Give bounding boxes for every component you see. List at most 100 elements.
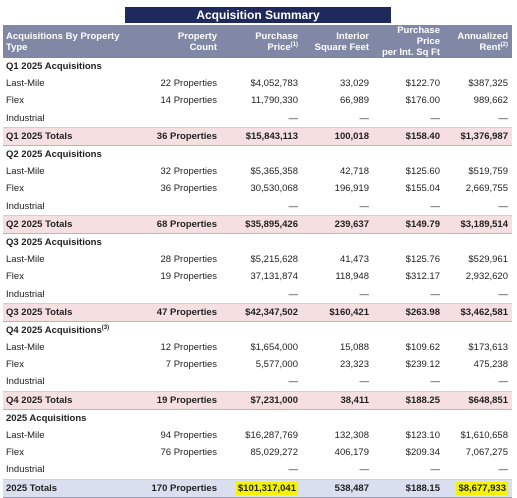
cell-count: 76 Properties (160, 447, 217, 459)
total-count: 36 Properties (139, 126, 221, 146)
cell-type: Industrial (3, 197, 139, 216)
cell-type: Flex (6, 183, 24, 195)
total-type: Q4 2025 Totals (3, 390, 139, 410)
section-header-row: Q1 2025 Acquisitions (3, 58, 512, 75)
section-header-row: 2025 Acquisitions (3, 409, 512, 427)
cell-price: 30,530,068 (250, 183, 298, 195)
total-price: $42,347,502 (221, 302, 302, 322)
table-row: Last-Mile 22 Properties $4,052,783 33,029 $1… (3, 75, 512, 92)
cell-psf: $123.10 (405, 430, 440, 442)
total-count: 68 Properties (139, 214, 221, 234)
cell-count: 94 Properties (160, 430, 217, 442)
cell-rent: $173,613 (468, 342, 508, 354)
total-rent: $1,376,987 (444, 126, 512, 146)
table-row: Industrial — — — — (3, 461, 512, 480)
cell-count: 28 Properties (160, 254, 217, 266)
total-psf: $188.25 (373, 390, 444, 410)
table-row: Industrial — — — — (3, 109, 512, 128)
table-row: Industrial — — — — (3, 285, 512, 304)
cell-type: Last-Mile (6, 254, 45, 266)
cell-count (139, 461, 221, 480)
total-type: Q3 2025 Totals (3, 302, 139, 322)
table-row: Industrial — — — — (3, 373, 512, 392)
section-header-row: Q2 2025 Acquisitions (3, 145, 512, 163)
cell-rent: — (444, 461, 512, 480)
section-title: 2025 Acquisitions (6, 412, 87, 424)
cell-sqft: 23,323 (339, 359, 369, 371)
cell-price: 11,790,330 (251, 95, 298, 107)
cell-sqft: 118,948 (335, 271, 369, 283)
total-count: 170 Properties (139, 478, 221, 498)
cell-price: 37,131,874 (250, 271, 298, 283)
table-row: Flex 19 Properties 37,131,874 118,948 $312.1… (3, 268, 512, 285)
cell-price: 85,029,272 (250, 447, 298, 459)
cell-rent: $387,325 (468, 78, 508, 90)
table-row: Flex 7 Properties 5,577,000 23,323 $239.12 47… (3, 356, 512, 373)
cell-sqft: 42,718 (339, 166, 369, 178)
header-row: Acquisitions By Property Type Property Co… (3, 25, 512, 58)
header-property-type: Acquisitions By Property Type (3, 25, 139, 58)
cell-count: 19 Properties (160, 271, 217, 283)
cell-psf: $125.60 (405, 166, 440, 178)
totals-row: Q1 2025 Totals 36 Properties $15,843,113 10… (3, 126, 512, 146)
cell-type: Last-Mile (6, 78, 45, 90)
cell-price: $5,215,628 (250, 254, 298, 266)
cell-psf: $239.12 (405, 359, 440, 371)
cell-rent: — (444, 197, 512, 216)
acquisition-summary-document: Acquisition Summary Acquisitions By Prop… (3, 7, 512, 498)
header-interior-square-feet: Interior Square Feet (302, 25, 373, 58)
total-psf: $263.98 (373, 302, 444, 322)
total-price: $101,317,041 (221, 478, 302, 498)
total-rent: $3,189,514 (444, 214, 512, 234)
grand-total-row: 2025 Totals 170 Properties $101,317,041 538… (3, 478, 512, 498)
table-row: Flex 76 Properties 85,029,272 406,179 $209.3… (3, 444, 512, 461)
cell-psf: $109.62 (405, 342, 440, 354)
table-row: Last-Mile 94 Properties $16,287,769 132,308… (3, 427, 512, 444)
cell-count: 22 Properties (160, 78, 217, 90)
cell-psf: — (373, 197, 444, 216)
table-row: Last-Mile 32 Properties $5,365,358 42,718 $1… (3, 163, 512, 180)
cell-sqft: — (302, 197, 373, 216)
cell-sqft: 41,473 (339, 254, 369, 266)
section-header-row: Q3 2025 Acquisitions (3, 233, 512, 251)
section-title: Q1 2025 Acquisitions (6, 61, 102, 73)
cell-price: — (221, 461, 302, 480)
cell-count: 12 Properties (160, 342, 217, 354)
cell-rent: $529,961 (468, 254, 508, 266)
total-sqft: 100,018 (302, 126, 373, 146)
cell-rent: 7,067,275 (465, 447, 508, 459)
cell-rent: 2,669,755 (465, 183, 508, 195)
cell-rent: $1,610,658 (460, 430, 508, 442)
total-rent: $648,851 (444, 390, 512, 410)
table-row: Flex 14 Properties 11,790,330 66,989 $176.00… (3, 92, 512, 109)
cell-price: — (221, 285, 302, 304)
acquisition-table: Acquisitions By Property Type Property Co… (3, 25, 512, 498)
cell-price: $1,654,000 (250, 342, 298, 354)
cell-type: Flex (6, 447, 24, 459)
cell-sqft: 33,029 (339, 78, 369, 90)
section-title: Q2 2025 Acquisitions (6, 149, 102, 161)
total-rent: $8,677,933 (444, 478, 512, 498)
totals-row: Q2 2025 Totals 68 Properties $35,895,426 23… (3, 214, 512, 234)
cell-sqft: 406,179 (334, 447, 369, 459)
total-sqft: $160,421 (302, 302, 373, 322)
highlighted-value: $8,677,933 (456, 481, 508, 495)
cell-rent: — (444, 373, 512, 392)
total-count: 47 Properties (139, 302, 221, 322)
cell-sqft: — (302, 461, 373, 480)
total-sqft: 239,637 (302, 214, 373, 234)
cell-sqft: 15,088 (339, 342, 369, 354)
cell-type: Industrial (3, 373, 139, 392)
cell-sqft: 132,308 (334, 430, 369, 442)
total-psf: $149.79 (373, 214, 444, 234)
cell-price: — (221, 373, 302, 392)
cell-type: Last-Mile (6, 166, 45, 178)
cell-rent: — (444, 285, 512, 304)
cell-type: Industrial (3, 109, 139, 128)
total-rent: $3,462,581 (444, 302, 512, 322)
table-row: Last-Mile 28 Properties $5,215,628 41,473 $1… (3, 251, 512, 268)
table-body: Q1 2025 Acquisitions Last-Mile 22 Properti… (3, 58, 512, 498)
cell-count (139, 109, 221, 128)
section-title: Q4 2025 Acquisitions(3) (6, 324, 110, 336)
cell-count: 32 Properties (160, 166, 217, 178)
